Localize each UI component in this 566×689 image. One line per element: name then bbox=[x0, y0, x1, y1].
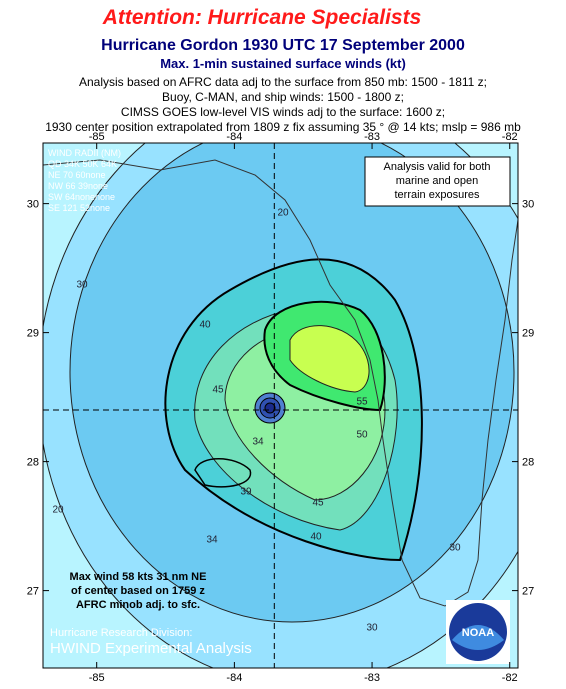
logo-wave bbox=[452, 625, 504, 650]
contour-label: 34 bbox=[206, 535, 218, 546]
lon-label: -83 bbox=[364, 131, 380, 143]
lat-label: 27 bbox=[522, 586, 534, 598]
contour-label: 40 bbox=[310, 532, 322, 543]
note: Buoy, C-MAN, and ship winds: 1500 - 1800… bbox=[162, 90, 404, 104]
radii-line: SE 121 52none bbox=[48, 203, 110, 213]
contour-label: 50 bbox=[356, 430, 368, 441]
lat-label: 30 bbox=[522, 199, 534, 211]
lon-label: -83 bbox=[364, 672, 380, 684]
contour bbox=[289, 325, 370, 393]
wind-radii: WIND RADII (NM) QD 34K 50K 64K NE 70 60n… bbox=[48, 148, 121, 213]
contour-label: 45 bbox=[312, 498, 324, 509]
lat-label: 27 bbox=[27, 586, 39, 598]
radii-line: NE 70 60none bbox=[48, 170, 106, 180]
max-wind-note: AFRC minob adj. to sfc. bbox=[76, 599, 200, 611]
contour-label: 30 bbox=[76, 280, 88, 291]
note: Analysis based on AFRC data adj to the s… bbox=[79, 75, 487, 89]
eye bbox=[264, 402, 276, 414]
lon-label: -85 bbox=[89, 672, 105, 684]
contour-label: 34 bbox=[252, 437, 264, 448]
lat-label: 29 bbox=[522, 328, 534, 340]
note: 1930 center position extrapolated from 1… bbox=[45, 120, 521, 134]
lat-label: 29 bbox=[27, 328, 39, 340]
contour-label: 20 bbox=[52, 505, 64, 516]
title: Hurricane Gordon 1930 UTC 17 September 2… bbox=[101, 37, 465, 54]
contour-label: 55 bbox=[356, 397, 368, 408]
radii-line: WIND RADII (NM) bbox=[48, 148, 121, 158]
alert: Attention: Hurricane Specialists bbox=[102, 6, 422, 29]
lon-label: -85 bbox=[89, 131, 105, 143]
lon-label: -84 bbox=[226, 131, 242, 143]
lat-label: 28 bbox=[522, 457, 534, 469]
contour-label: 30 bbox=[449, 543, 461, 554]
lat-label: 28 bbox=[27, 457, 39, 469]
max-wind-note: Max wind 58 kts 31 nm NE bbox=[70, 571, 207, 583]
lon-label: -84 bbox=[226, 672, 242, 684]
radii-line: NW 66 39none bbox=[48, 181, 108, 191]
contour-label: 20 bbox=[277, 208, 289, 219]
max-wind-note: of center based on 1759 z bbox=[71, 585, 205, 597]
contour-label: 40 bbox=[199, 320, 211, 331]
logo-text: NOAA bbox=[462, 627, 494, 639]
wind-field bbox=[43, 143, 518, 668]
contour-label: 45 bbox=[212, 385, 224, 396]
contour bbox=[194, 458, 252, 488]
radii-line: SW 64nonenone bbox=[48, 192, 115, 202]
validity-box bbox=[364, 156, 511, 207]
lon-label: -82 bbox=[502, 672, 518, 684]
contour-label: 30 bbox=[366, 623, 378, 634]
coastline bbox=[43, 159, 518, 607]
credit: Hurricane Research Division: bbox=[50, 627, 192, 639]
lon-label: -82 bbox=[502, 131, 518, 143]
validity-note: Analysis valid for both bbox=[384, 161, 491, 173]
contour-label: 39 bbox=[240, 487, 252, 498]
lat-label: 30 bbox=[27, 199, 39, 211]
validity-note: marine and open bbox=[396, 175, 479, 187]
note: CIMSS GOES low-level VIS winds adj to th… bbox=[121, 105, 445, 119]
credit: HWIND Experimental Analysis bbox=[50, 640, 252, 657]
subtitle: Max. 1-min sustained surface winds (kt) bbox=[160, 56, 406, 71]
radii-line: QD 34K 50K 64K bbox=[48, 159, 117, 169]
map-frame bbox=[42, 142, 519, 669]
validity-note: terrain exposures bbox=[395, 189, 480, 201]
